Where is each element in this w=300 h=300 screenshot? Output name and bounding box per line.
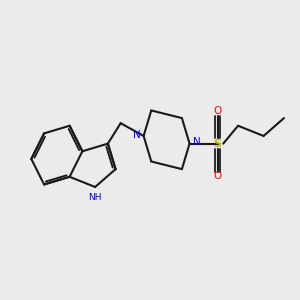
Text: O: O <box>214 171 222 181</box>
Text: NH: NH <box>88 193 102 202</box>
Text: O: O <box>214 106 222 116</box>
Text: N: N <box>133 130 140 140</box>
Text: N: N <box>193 137 201 147</box>
Text: S: S <box>214 139 222 148</box>
